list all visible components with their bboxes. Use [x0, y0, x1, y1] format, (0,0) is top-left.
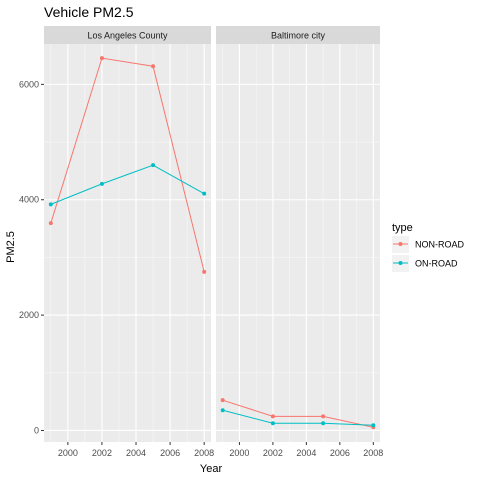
facet-strip-label: Baltimore city [271, 31, 326, 41]
data-point-on-road [151, 163, 155, 167]
data-point-non-road [221, 398, 225, 402]
panel-background [44, 44, 211, 442]
x-tick-label: 2000 [58, 448, 78, 458]
x-tick-label: 2004 [296, 448, 316, 458]
legend-label: ON-ROAD [415, 259, 458, 269]
x-tick-label: 2004 [126, 448, 146, 458]
panel-0: Los Angeles County 2000 2002 2004 2006 2008 [44, 26, 214, 458]
facet-strip-label: Los Angeles County [87, 31, 168, 41]
legend-key-point [399, 261, 403, 265]
y-tick-label: 2000 [19, 310, 39, 320]
data-point-on-road [221, 408, 225, 412]
data-point-non-road [202, 270, 206, 274]
data-point-on-road [321, 421, 325, 425]
legend-title: type [392, 222, 413, 234]
y-axis-label: PM2.5 [5, 231, 17, 263]
data-point-non-road [151, 64, 155, 68]
data-point-on-road [100, 182, 104, 186]
x-tick-label: 2002 [92, 448, 112, 458]
x-tick-label: 2008 [363, 448, 383, 458]
y-tick-label: 0 [34, 425, 39, 435]
x-axis-label: Year [200, 463, 223, 475]
data-point-on-road [371, 423, 375, 427]
data-point-non-road [271, 414, 275, 418]
y-tick-label: 6000 [19, 79, 39, 89]
legend-key-point [399, 242, 403, 246]
data-point-on-road [49, 202, 53, 206]
panel-1: Baltimore city 2000 2002 2004 2006 2008 [216, 26, 383, 458]
data-point-non-road [49, 221, 53, 225]
x-tick-label: 2002 [263, 448, 283, 458]
data-point-non-road [321, 414, 325, 418]
chart-title: Vehicle PM2.5 [44, 4, 134, 20]
x-tick-label: 2000 [229, 448, 249, 458]
data-point-on-road [202, 192, 206, 196]
panel-background [216, 44, 380, 442]
y-tick-label: 4000 [19, 195, 39, 205]
data-point-non-road [100, 56, 104, 60]
y-axis: 0 2000 4000 6000 [19, 79, 44, 435]
x-tick-label: 2006 [160, 448, 180, 458]
x-tick-label: 2006 [330, 448, 350, 458]
legend-label: NON-ROAD [415, 240, 464, 250]
x-tick-label: 2008 [194, 448, 214, 458]
legend: type NON-ROAD ON-ROAD [392, 222, 464, 272]
data-point-on-road [271, 421, 275, 425]
